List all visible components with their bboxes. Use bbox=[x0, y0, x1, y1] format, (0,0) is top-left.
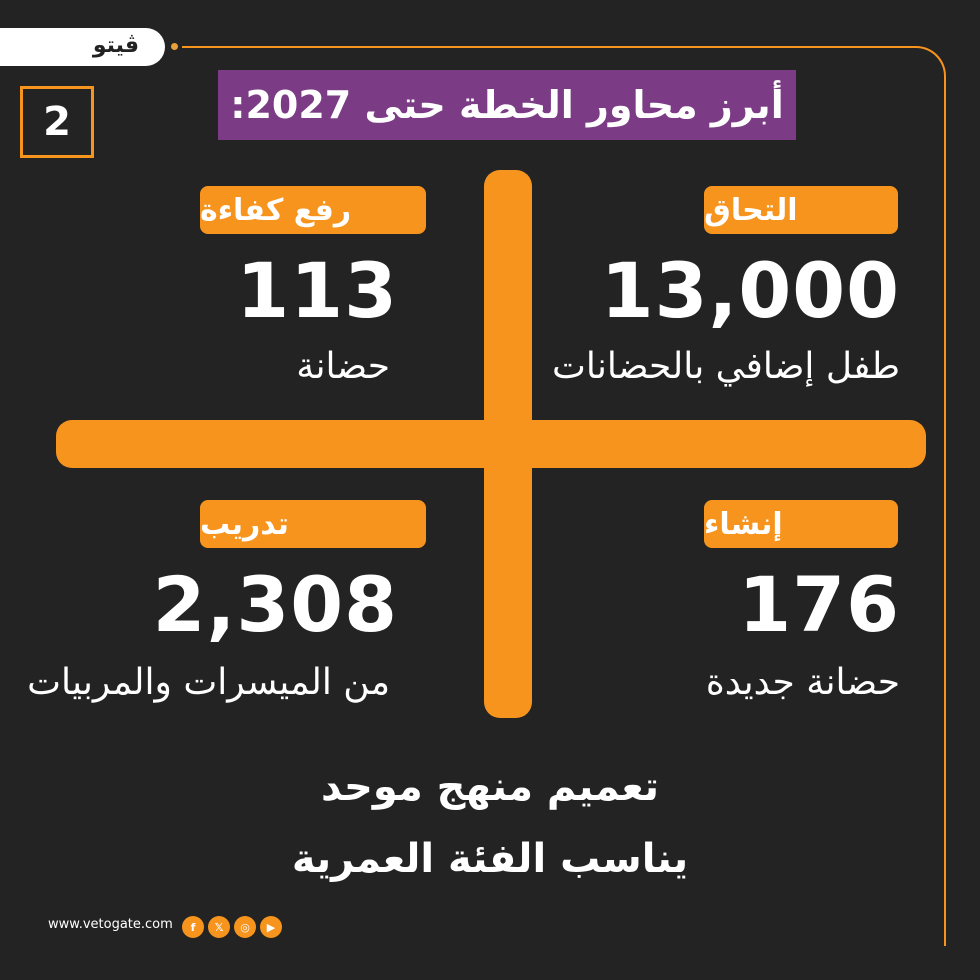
page-title: أبرز محاور الخطة حتى 2027: bbox=[218, 70, 796, 140]
label-efficiency-text: رفع كفاءة bbox=[200, 192, 352, 228]
label-training-text: تدريب bbox=[200, 506, 289, 542]
cross-horizontal-bar bbox=[56, 420, 926, 468]
frame-dot bbox=[171, 43, 178, 50]
stat-efficiency-desc: حضانة bbox=[296, 346, 390, 387]
label-enrollment-text: التحاق bbox=[704, 192, 798, 228]
label-construction: إنشاء bbox=[704, 500, 898, 548]
stat-construction-number: 176 bbox=[738, 560, 900, 649]
label-efficiency: رفع كفاءة bbox=[200, 186, 426, 234]
stat-enrollment-number: 13,000 bbox=[600, 246, 900, 335]
website-link[interactable]: www.vetogate.com bbox=[48, 917, 173, 932]
bottom-text-line1: تعميم منهج موحد bbox=[320, 764, 660, 810]
page-number: 2 bbox=[20, 86, 94, 158]
decorative-frame bbox=[182, 46, 946, 946]
stat-efficiency-number: 113 bbox=[236, 246, 398, 335]
stat-training-number: 2,308 bbox=[152, 560, 398, 649]
label-training: تدريب bbox=[200, 500, 426, 548]
facebook-icon[interactable]: f bbox=[182, 916, 204, 938]
logo-pill: ڤيتو bbox=[0, 28, 165, 66]
instagram-icon[interactable]: ◎ bbox=[234, 916, 256, 938]
stat-training-desc: من الميسرات والمربيات bbox=[27, 662, 390, 703]
stat-enrollment-desc: طفل إضافي بالحضانات bbox=[551, 346, 900, 387]
stat-construction-desc: حضانة جديدة bbox=[705, 662, 900, 703]
bottom-text-line2: يناسب الفئة العمرية bbox=[291, 836, 689, 882]
label-construction-text: إنشاء bbox=[704, 506, 783, 542]
youtube-icon[interactable]: ▶ bbox=[260, 916, 282, 938]
logo: ڤيتو bbox=[92, 33, 140, 58]
label-enrollment: التحاق bbox=[704, 186, 898, 234]
x-icon[interactable]: 𝕏 bbox=[208, 916, 230, 938]
